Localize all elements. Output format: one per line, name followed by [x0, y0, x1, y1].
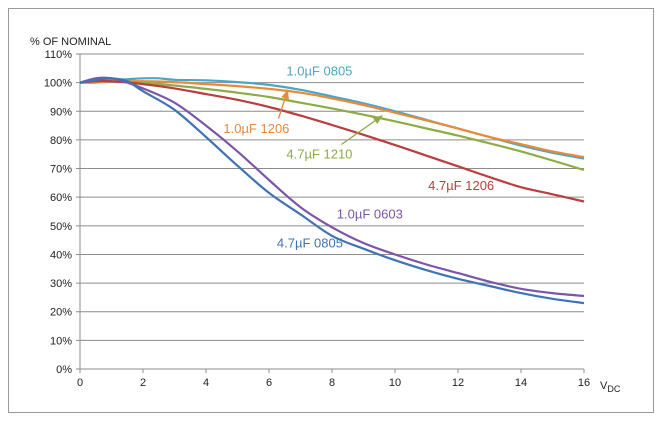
x-tick-label: 4: [203, 377, 209, 389]
series-label-4-7uf-1206: 4.7µF 1206: [428, 178, 494, 193]
y-tick-label: 20%: [50, 307, 72, 319]
x-axis-label-subscript: DC: [607, 384, 620, 394]
series-label-4-7uf-1210: 4.7µF 1210: [286, 147, 352, 162]
y-tick-label: 10%: [50, 335, 72, 347]
y-axis-label: % OF NOMINAL: [30, 36, 111, 48]
chart-frame: [8, 8, 654, 413]
x-tick-label: 16: [578, 377, 590, 389]
y-tick-label: 90%: [50, 106, 72, 118]
y-tick-label: 0%: [56, 364, 72, 376]
y-tick-label: 30%: [50, 278, 72, 290]
x-axis-ticks: 0 2 4 6 8 10 12 14 16: [77, 369, 590, 389]
series-label-1-0uf-0805: 1.0µF 0805: [286, 63, 352, 78]
x-axis-label-main: V: [600, 380, 608, 392]
series-line-4-7uf-0805: [79, 77, 585, 305]
label-arrowhead-1-0uf-1206: [281, 89, 289, 100]
x-tick-label: 8: [329, 377, 335, 389]
series-label-4-7uf-0805: 4.7µF 0805: [277, 235, 343, 250]
x-tick-label: 12: [452, 377, 464, 389]
y-tick-label: 80%: [50, 135, 72, 147]
y-axis-ticks: 0% 10% 20% 30% 40% 50% 60% 70% 80% 90% 100% 110%: [44, 49, 72, 376]
y-tick-label: 110%: [45, 49, 73, 61]
x-tick-label: 2: [140, 377, 146, 389]
series-lines: [79, 76, 585, 305]
gridlines: [76, 53, 584, 370]
x-tick-label: 10: [389, 377, 401, 389]
y-tick-label: 70%: [50, 164, 72, 176]
series-line-4-7uf-1210: [79, 79, 585, 172]
series-labels: 1.0µF 0805 1.0µF 1206 4.7µF 1210 4.7µF 1206…: [223, 63, 494, 250]
y-tick-label: 60%: [50, 192, 72, 204]
label-arrowhead-4-7uf-1210: [372, 115, 383, 125]
series-line-1-0uf-0603: [79, 76, 585, 298]
x-axis-label: VDC: [600, 380, 621, 394]
x-tick-label: 6: [266, 377, 272, 389]
series-line-4-7uf-1206: [79, 79, 585, 203]
y-tick-label: 40%: [50, 249, 72, 261]
y-tick-label: 100%: [44, 78, 72, 90]
series-label-1-0uf-0603: 1.0µF 0603: [337, 207, 403, 222]
series-line-1-0uf-1206: [79, 79, 585, 159]
x-tick-label: 0: [77, 377, 83, 389]
x-tick-label: 14: [515, 377, 527, 389]
y-tick-label: 50%: [50, 221, 72, 233]
series-label-1-0uf-1206: 1.0µF 1206: [223, 121, 289, 136]
